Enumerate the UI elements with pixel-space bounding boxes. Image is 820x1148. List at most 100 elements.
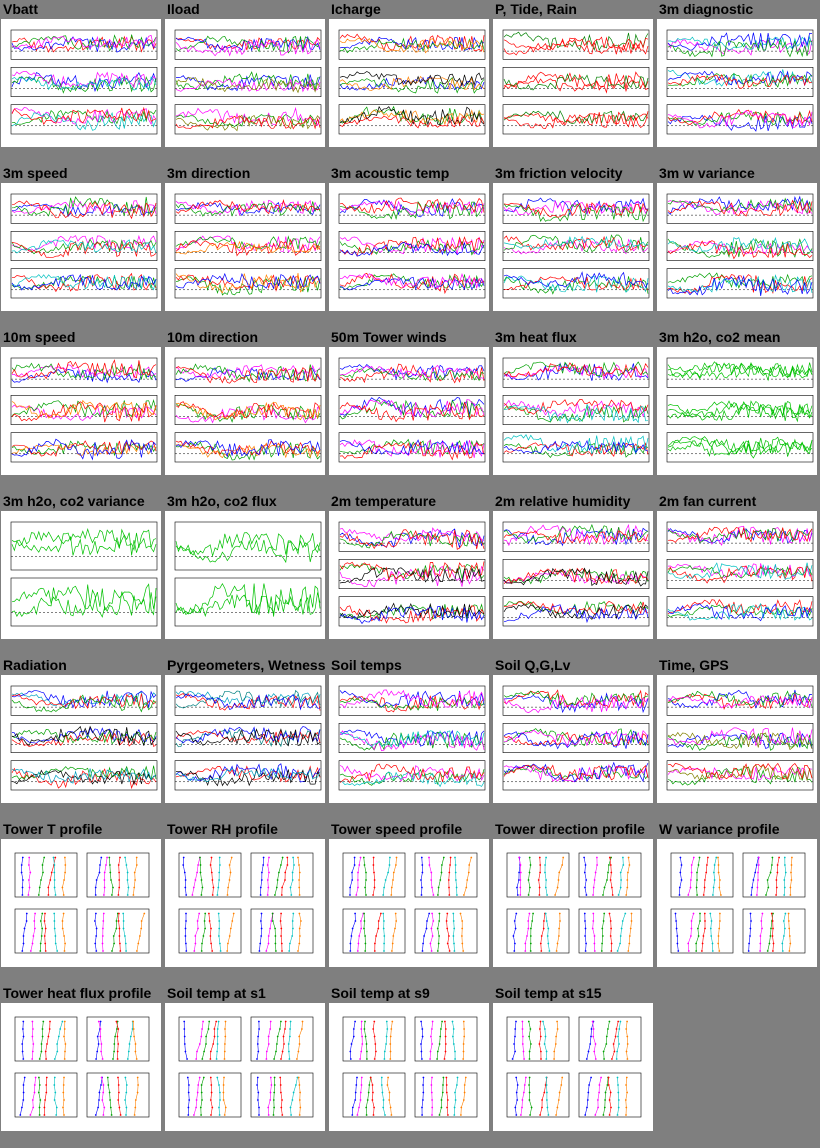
profile-trace [514,1077,519,1116]
plot-cell[interactable]: Pyrgeometers, Wetness [165,656,327,820]
plot-cell[interactable]: Tower speed profile [329,820,491,984]
profile-trace [382,857,391,896]
profile-trace [288,1021,291,1060]
plot-thumbnail[interactable] [493,675,653,803]
profile-trace [38,1077,41,1116]
plot-panel-frame [338,67,486,97]
profile-panel-frame [506,908,570,954]
plot-thumbnail[interactable] [657,183,817,311]
plot-thumbnail[interactable] [657,347,817,475]
plot-cell[interactable]: Vbatt [1,0,163,164]
plot-thumbnail[interactable] [657,839,817,967]
plot-panel-frame [666,104,814,135]
plot-thumbnail[interactable] [329,19,489,147]
profile-trace [134,1077,139,1116]
plot-cell[interactable]: Tower T profile [1,820,163,984]
profile-point [430,950,433,952]
plot-cell[interactable]: 10m direction [165,328,327,492]
profile-trace [31,1021,34,1060]
plot-cell[interactable]: Tower RH profile [165,820,327,984]
plot-cell[interactable]: 3m diagnostic [657,0,819,164]
profile-point [449,856,452,859]
plot-cell[interactable]: 3m heat flux [493,328,655,492]
plot-thumbnail[interactable] [329,511,489,639]
profile-trace [759,913,763,952]
plot-cell[interactable]: 3m w variance [657,164,819,328]
plot-thumbnail[interactable] [329,839,489,967]
plot-cell[interactable]: 2m temperature [329,492,491,656]
plot-cell[interactable]: Radiation [1,656,163,820]
plot-cell[interactable]: Iload [165,0,327,164]
plot-cell[interactable]: Tower direction profile [493,820,655,984]
plot-thumbnail[interactable] [165,675,325,803]
profile-point [532,912,534,915]
plot-cell[interactable]: 3m friction velocity [493,164,655,328]
plot-cell[interactable]: Tower heat flux profile [1,984,163,1148]
plot-cell[interactable]: P, Tide, Rain [493,0,655,164]
plot-cell[interactable]: Soil temp at s15 [493,984,655,1148]
plot-cell[interactable]: 2m fan current [657,492,819,656]
plot-thumbnail[interactable] [329,183,489,311]
profile-point [544,912,547,915]
plot-panel-frame [666,193,814,224]
plot-cell[interactable]: 3m acoustic temp [329,164,491,328]
plot-thumbnail[interactable] [165,1003,325,1131]
plot-thumbnail[interactable] [329,1003,489,1131]
plot-thumbnail[interactable] [657,19,817,147]
plot-cell[interactable]: 10m speed [1,328,163,492]
plot-cell[interactable]: 3m speed [1,164,163,328]
plot-title: P, Tide, Rain [495,1,577,17]
plot-cell[interactable]: 50m Tower winds [329,328,491,492]
plot-thumbnail[interactable] [1,19,161,147]
profile-trace [21,857,24,896]
profile-trace [224,1021,226,1060]
plot-thumbnail[interactable] [1,183,161,311]
plot-thumbnail[interactable] [493,511,653,639]
plot-thumbnail[interactable] [493,839,653,967]
profile-trace [436,1021,443,1060]
plot-thumbnail[interactable] [1,511,161,639]
plot-thumbnail[interactable] [165,183,325,311]
plot-thumbnail[interactable] [657,511,817,639]
plot-panel-frame [502,67,650,97]
plot-cell[interactable]: Time, GPS [657,656,819,820]
plot-thumbnail[interactable] [165,347,325,475]
plot-cell[interactable]: 3m h2o, co2 variance [1,492,163,656]
plot-cell[interactable]: Icharge [329,0,491,164]
timeseries-trace [339,197,485,214]
plot-thumbnail[interactable] [493,183,653,311]
plot-thumbnail[interactable] [165,511,325,639]
timeseries-trace [11,72,157,92]
profile-trace [202,1021,210,1060]
plot-panel-frame [10,432,158,463]
plot-thumbnail[interactable] [329,347,489,475]
plot-cell[interactable]: 3m h2o, co2 flux [165,492,327,656]
profile-point [759,950,761,952]
plot-thumbnail[interactable] [165,839,325,967]
plot-cell[interactable]: 3m h2o, co2 mean [657,328,819,492]
plot-thumbnail[interactable] [165,19,325,147]
profile-point [548,950,551,952]
plot-thumbnail[interactable] [1,1003,161,1131]
plot-thumbnail[interactable] [1,839,161,967]
plot-thumbnail[interactable] [329,675,489,803]
profile-trace [267,857,270,896]
plot-cell[interactable]: W variance profile [657,820,819,984]
profile-point [555,950,558,952]
plot-thumbnail[interactable] [493,1003,653,1131]
plot-thumbnail[interactable] [493,19,653,147]
plot-cell[interactable]: Soil temps [329,656,491,820]
plot-thumbnail[interactable] [493,347,653,475]
plot-cell[interactable]: 2m relative humidity [493,492,655,656]
plot-cell[interactable]: Soil Q,G,Lv [493,656,655,820]
plot-cell[interactable]: 3m direction [165,164,327,328]
plot-cell[interactable]: Soil temp at s1 [165,984,327,1148]
profile-trace [462,1021,465,1060]
profile-panel-frame [178,852,242,898]
profile-point [53,912,56,915]
plot-thumbnail[interactable] [657,675,817,803]
profile-point [280,894,283,896]
plot-cell[interactable]: Soil temp at s9 [329,984,491,1148]
plot-thumbnail[interactable] [1,347,161,475]
plot-thumbnail[interactable] [1,675,161,803]
